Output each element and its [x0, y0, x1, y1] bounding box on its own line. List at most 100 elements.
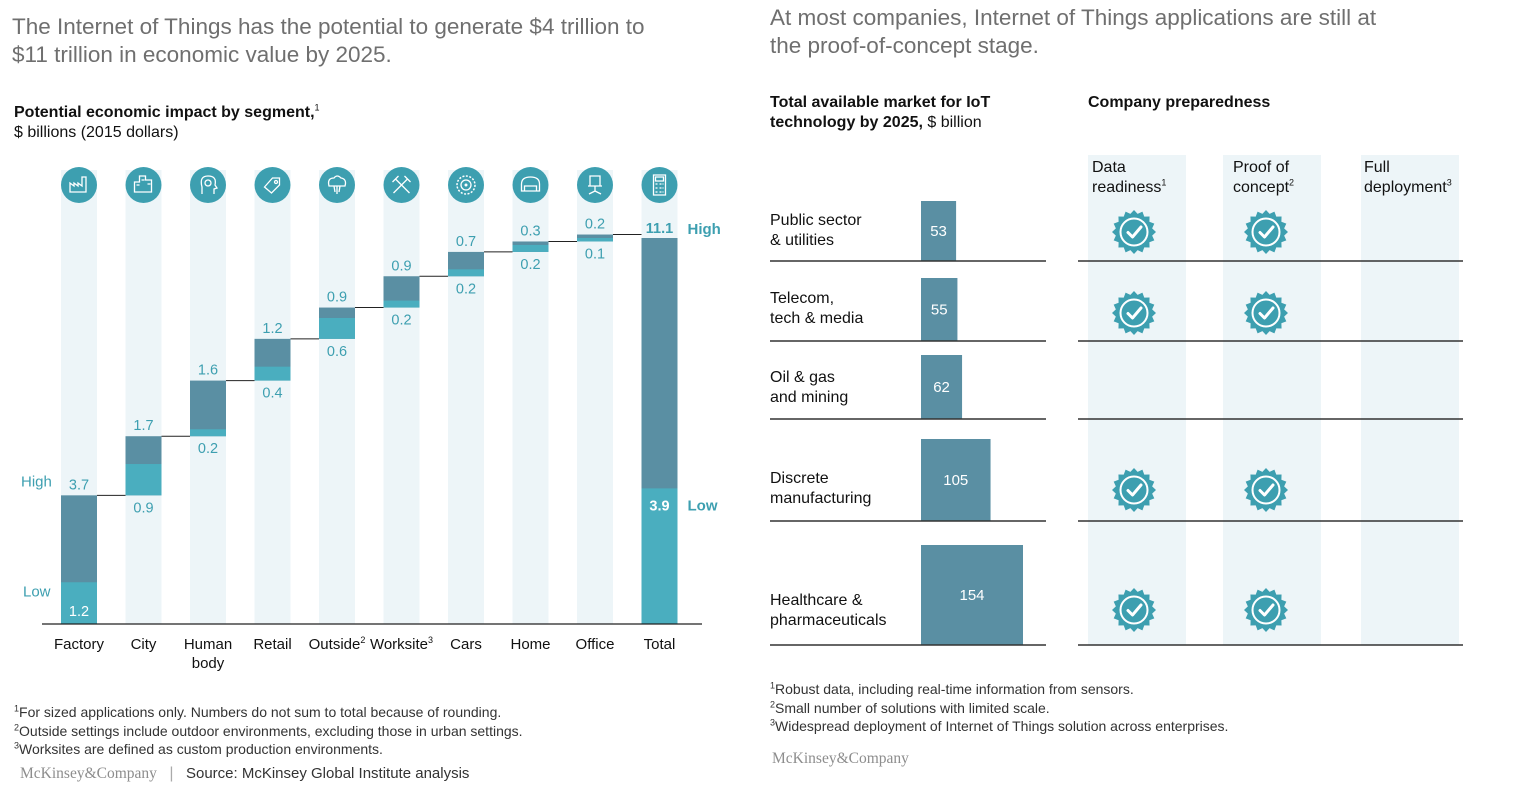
right-footnote-2: 2Small number of solutions with limited …: [770, 698, 1050, 716]
value-label-low-office: 0.1: [585, 246, 605, 262]
category-label-city: City: [131, 636, 157, 653]
column-header-full-deployment: Full deployment3: [1364, 159, 1452, 196]
value-label-high-cars: 0.7: [456, 234, 476, 250]
bar-low-cars: [448, 269, 484, 277]
row-label-telecom: Telecom, tech & media: [770, 290, 864, 327]
market-value-label-healthcare-pharmaceuticals: 154: [959, 587, 984, 604]
value-label-low-home: 0.2: [520, 257, 540, 273]
left-headline-line1: The Internet of Things has the potential…: [12, 14, 645, 39]
city-icon: [125, 167, 162, 203]
category-label-office: Office: [576, 636, 615, 653]
market-value-label-discrete-manufacturing: 105: [943, 472, 968, 489]
bar-high-human-body: [190, 380, 226, 437]
column-background-cars: [448, 170, 484, 624]
source-text: Source: McKinsey Global Institute analys…: [185, 765, 470, 782]
outside-icon: [319, 167, 355, 203]
market-bar-oil-gas-and-mining: [921, 355, 963, 419]
category-label-total: Total: [644, 636, 676, 653]
market-value-label-public-sector-utilities: 53: [930, 223, 947, 240]
waterfall-subtitle-sup: 1: [314, 102, 320, 113]
category-label-worksite: Worksite3: [370, 635, 433, 653]
bar-low-home: [512, 244, 549, 252]
factory-icon: [61, 167, 97, 203]
row-label-public-sector: Public sector & utilities: [770, 212, 862, 249]
market-chart: 53 55 62 105 154: [770, 155, 1463, 646]
value-label-high-outside: 0.9: [327, 290, 347, 306]
home-icon: [512, 167, 549, 203]
value-label-high-total: 11.1: [646, 221, 673, 237]
checkmark-badge-icon: [1244, 210, 1288, 254]
bar-low-city: [125, 464, 162, 496]
right-footnote-3: 3Widespread deployment of Internet of Th…: [770, 717, 1229, 734]
value-label-low-human-body: 0.2: [198, 441, 218, 457]
value-label-low-city: 0.9: [133, 500, 153, 516]
value-label-high-factory: 3.7: [69, 477, 89, 493]
value-label-high-human-body: 1.6: [198, 363, 218, 379]
bar-low-outside: [319, 317, 355, 339]
cars-icon: [448, 167, 484, 203]
worksite-icon: [383, 167, 420, 203]
value-label-high-home: 0.3: [520, 223, 540, 239]
bar-low-human-body: [190, 429, 226, 437]
bar-low-office: [577, 238, 613, 242]
checkmark-badge-icon: [1244, 468, 1288, 512]
value-label-low-outside: 0.6: [327, 344, 347, 360]
column-background-city: [125, 170, 162, 624]
office-icon: [577, 167, 613, 203]
checkmark-badge-icon: [1244, 588, 1288, 632]
column-header-proof-of-concept: Proof of concept2: [1233, 159, 1295, 196]
market-title-units: $ billion: [922, 114, 982, 131]
right-headline: At most companies, Internet of Things ap…: [770, 4, 1510, 60]
left-footnote-1: 1For sized applications only. Numbers do…: [14, 703, 502, 720]
bar-low-factory: [61, 582, 97, 624]
value-label-low-factory: 1.2: [69, 604, 89, 620]
left-footnotes: 1For sized applications only. Numbers do…: [14, 703, 754, 759]
human-body-icon: [190, 167, 226, 203]
market-bar-public-sector-utilities: [921, 201, 957, 261]
value-label-low-total: 3.9: [649, 498, 669, 514]
bar-low-retail: [254, 366, 291, 381]
value-label-high-city: 1.7: [133, 418, 153, 434]
preparedness-title: Company preparedness: [1088, 94, 1271, 111]
category-label-outside: Outside2: [309, 635, 366, 653]
waterfall-subtitle-bold: Potential economic impact by segment,: [14, 104, 315, 121]
category-label-retail: Retail: [253, 636, 291, 653]
right-headline-line1: At most companies, Internet of Things ap…: [770, 5, 1377, 30]
column-header-data-readiness: Data readiness1: [1092, 159, 1167, 196]
row-label-oil-gas: Oil & gas and mining: [770, 369, 849, 406]
category-label-human-body: Human body: [184, 636, 232, 672]
market-title-line1: Total available market for IoT: [770, 94, 991, 111]
left-source-line: McKinsey&Company | Source: McKinsey Glob…: [20, 765, 469, 783]
market-value-label-telecom-tech-media: 55: [931, 302, 948, 319]
value-label-high-office: 0.2: [585, 217, 605, 233]
waterfall-chart: 3.7 1.2 1.7 0.9 1.6 0.2 1.2 0.4 0.9 0.6 0.9 0.2 0.7 0…: [21, 167, 721, 672]
low-label-right: Low: [688, 497, 718, 514]
checkmark-badge-icon: [1112, 468, 1156, 512]
left-footnote-3: 3Worksites are defined as custom product…: [14, 740, 383, 757]
right-logo: McKinsey&Company: [772, 750, 909, 767]
column-background-office: [577, 170, 613, 624]
right-footnote-1: 1Robust data, including real-time inform…: [770, 680, 1134, 697]
value-label-high-retail: 1.2: [262, 321, 282, 337]
checkmark-badge-icon: [1112, 291, 1156, 335]
left-headline-line2: $11 trillion in economic value by 2025.: [12, 42, 392, 67]
total-icon: [641, 167, 678, 203]
left-logo: McKinsey&Company: [20, 765, 157, 782]
market-bar-telecom-tech-media: [921, 278, 958, 341]
category-label-factory: Factory: [54, 636, 105, 653]
checkmark-badge-icon: [1244, 291, 1288, 335]
market-bar-healthcare-pharmaceuticals: [921, 545, 1023, 645]
checkmark-badge-icon: [1112, 588, 1156, 632]
market-title-line2: technology by 2025,: [770, 114, 923, 131]
source-separator: |: [169, 765, 174, 782]
column-background-outside: [319, 170, 355, 624]
category-label-cars: Cars: [450, 636, 482, 653]
bar-low-worksite: [383, 300, 420, 308]
category-label-home: Home: [510, 636, 550, 653]
bar-low-total: [641, 488, 678, 624]
value-label-high-worksite: 0.9: [391, 258, 411, 274]
preparedness-column-bg-3: [1361, 155, 1459, 645]
row-label-healthcare: Healthcare & pharmaceuticals: [770, 592, 887, 629]
waterfall-subtitle-units: $ billions (2015 dollars): [14, 124, 179, 141]
right-headline-line2: the proof-of-concept stage.: [770, 33, 1039, 58]
